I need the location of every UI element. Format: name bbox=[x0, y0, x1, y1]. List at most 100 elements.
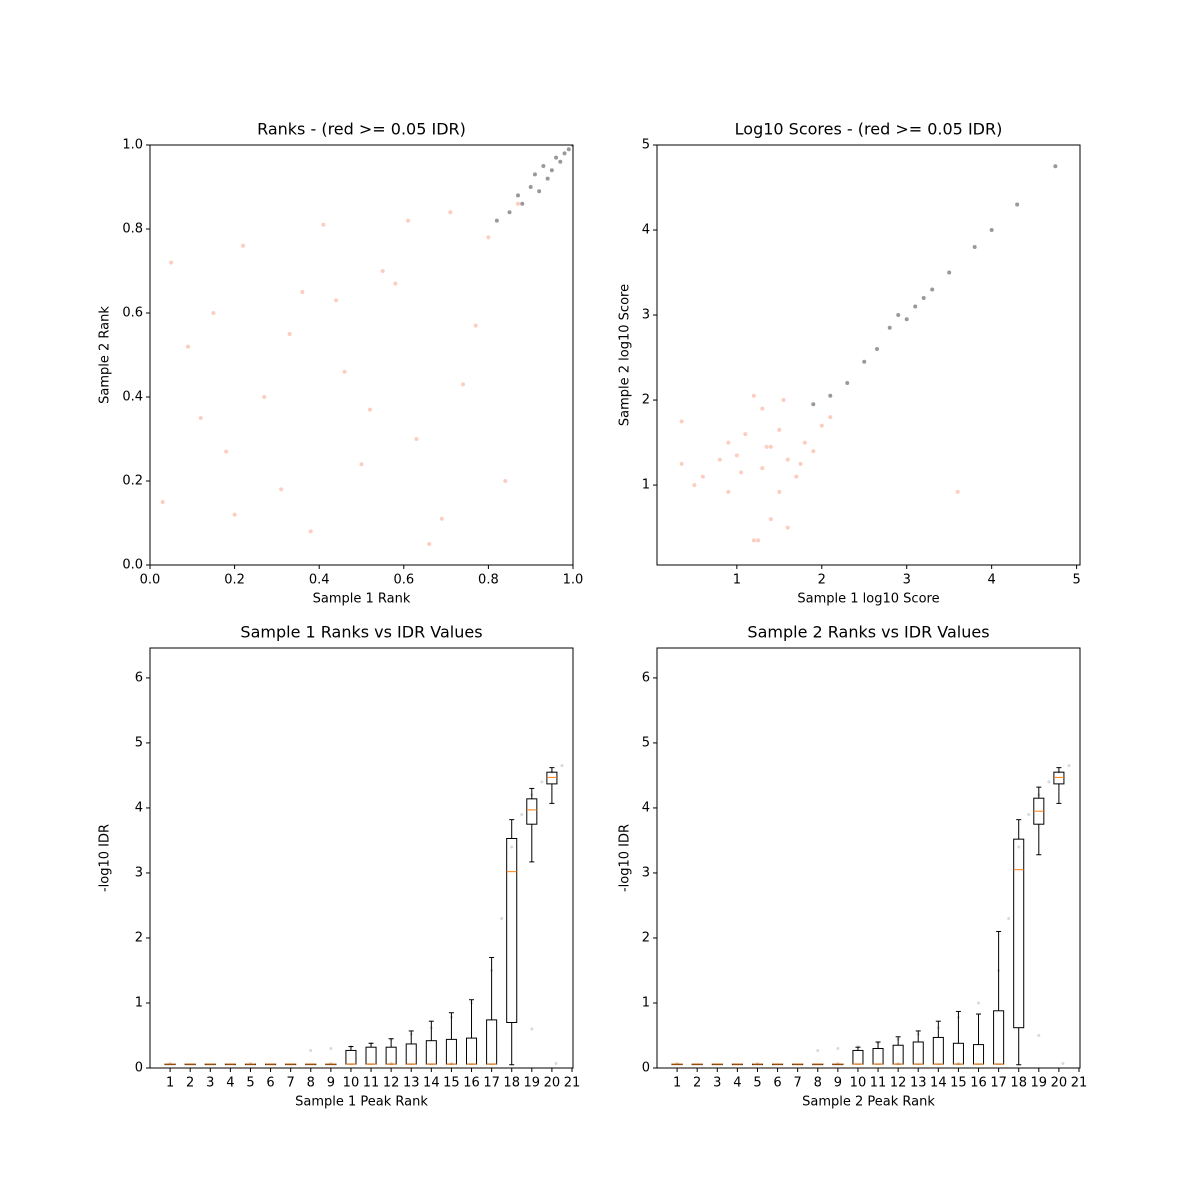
point bbox=[930, 287, 935, 292]
point bbox=[760, 466, 765, 471]
point bbox=[836, 1046, 840, 1050]
plot-area bbox=[164, 764, 564, 1066]
point bbox=[406, 218, 411, 223]
point bbox=[342, 369, 347, 374]
x-tick-label: 10 bbox=[343, 1076, 360, 1091]
x-tick-label: 4 bbox=[988, 573, 996, 588]
point bbox=[816, 1048, 820, 1052]
y-tick-label: 0.6 bbox=[122, 306, 143, 321]
y-tick-label: 4 bbox=[642, 223, 650, 238]
title: Log10 Scores - (red >= 0.05 IDR) bbox=[735, 120, 1003, 139]
point bbox=[211, 311, 216, 315]
point bbox=[977, 1001, 981, 1005]
x-tick-label: 2 bbox=[186, 1076, 194, 1091]
point bbox=[169, 260, 174, 265]
point bbox=[862, 359, 867, 364]
box bbox=[972, 1044, 985, 1065]
plot-area bbox=[671, 764, 1071, 1066]
point bbox=[1027, 812, 1031, 816]
point bbox=[537, 189, 542, 194]
y-tick-label: 0.2 bbox=[122, 474, 143, 489]
x-tick-label: 1.0 bbox=[563, 573, 584, 588]
point bbox=[545, 176, 550, 181]
point bbox=[279, 487, 284, 492]
y-tick-label: 6 bbox=[642, 670, 650, 685]
point bbox=[768, 444, 773, 449]
box bbox=[892, 1044, 904, 1065]
y-tick-label: 2 bbox=[135, 930, 143, 945]
point bbox=[947, 270, 952, 275]
y-axis-label: -log10 IDR bbox=[98, 824, 113, 892]
y-tick-label: 0.8 bbox=[122, 222, 143, 237]
x-tick-label: 6 bbox=[773, 1076, 781, 1091]
y-axis-label: Sample 2 Rank bbox=[98, 306, 113, 404]
point bbox=[819, 423, 824, 428]
x-tick-label: 17 bbox=[990, 1076, 1007, 1091]
point bbox=[1067, 764, 1071, 768]
x-tick-label: 3 bbox=[206, 1076, 214, 1091]
point bbox=[461, 382, 466, 387]
x-tick-label: 5 bbox=[1072, 573, 1080, 588]
point bbox=[359, 462, 364, 467]
x-tick-label: 3 bbox=[713, 1076, 721, 1091]
box bbox=[506, 837, 518, 1023]
y-tick-label: 0 bbox=[135, 1061, 143, 1076]
x-tick-label: 19 bbox=[524, 1076, 541, 1091]
point bbox=[1015, 202, 1020, 207]
y-axis-label: -log10 IDR bbox=[618, 824, 633, 892]
point bbox=[500, 916, 504, 920]
x-tick-label: 1 bbox=[673, 1076, 681, 1091]
point bbox=[516, 193, 521, 198]
point bbox=[1017, 845, 1021, 849]
point bbox=[1047, 780, 1051, 784]
x-tick-label: 9 bbox=[327, 1076, 335, 1091]
point bbox=[887, 325, 892, 330]
box bbox=[425, 1040, 437, 1065]
y-tick-label: 2 bbox=[642, 393, 650, 408]
point bbox=[473, 323, 478, 328]
y-tick-label: 1 bbox=[135, 995, 143, 1010]
y-tick-label: 0.0 bbox=[122, 558, 143, 573]
y-tick-label: 0 bbox=[642, 1061, 650, 1076]
plot-area bbox=[679, 164, 1058, 543]
x-tick-label: 1 bbox=[733, 573, 741, 588]
point bbox=[532, 172, 537, 177]
axes-frame bbox=[149, 144, 574, 566]
x-tick-label: 5 bbox=[753, 1076, 761, 1091]
point bbox=[530, 1027, 534, 1031]
box bbox=[526, 798, 538, 825]
box bbox=[1013, 838, 1025, 1029]
point bbox=[811, 402, 816, 407]
point bbox=[756, 538, 761, 543]
y-tick-label: 3 bbox=[135, 865, 143, 880]
box bbox=[1053, 771, 1065, 785]
point bbox=[768, 517, 773, 522]
x-tick-label: 12 bbox=[383, 1076, 400, 1091]
box bbox=[852, 1049, 864, 1065]
point bbox=[367, 407, 372, 412]
point bbox=[380, 269, 385, 273]
point bbox=[566, 147, 571, 152]
point bbox=[989, 228, 994, 233]
point bbox=[679, 461, 684, 466]
x-tick-label: 20 bbox=[544, 1076, 561, 1091]
y-tick-label: 6 bbox=[135, 670, 143, 685]
point bbox=[528, 185, 533, 189]
point bbox=[439, 516, 444, 521]
axes-frame bbox=[656, 647, 1081, 1069]
point bbox=[785, 525, 790, 530]
y-tick-label: 1 bbox=[642, 478, 650, 493]
x-axis-label: Sample 1 Peak Rank bbox=[295, 1095, 428, 1110]
subplot: 1 2 3 4 5 6 7 8 9 10 11 12 13 14 15 16 17 18 19 20 210123456… bbox=[98, 623, 581, 1110]
subplot: 0.0 0.2 0.4 0.6 0.8 1.0 0.0 0.2 0.4 0.6 0.8 1.0 Rank… bbox=[98, 120, 584, 607]
x-tick-label: 13 bbox=[910, 1076, 927, 1091]
point bbox=[503, 479, 508, 483]
axes-frame bbox=[149, 647, 574, 1069]
y-tick-label: 3 bbox=[642, 308, 650, 323]
point bbox=[1037, 1033, 1041, 1037]
x-tick-label: 18 bbox=[1010, 1076, 1027, 1091]
point bbox=[1061, 1061, 1065, 1065]
x-tick-label: 2 bbox=[693, 1076, 701, 1091]
point bbox=[734, 453, 739, 458]
